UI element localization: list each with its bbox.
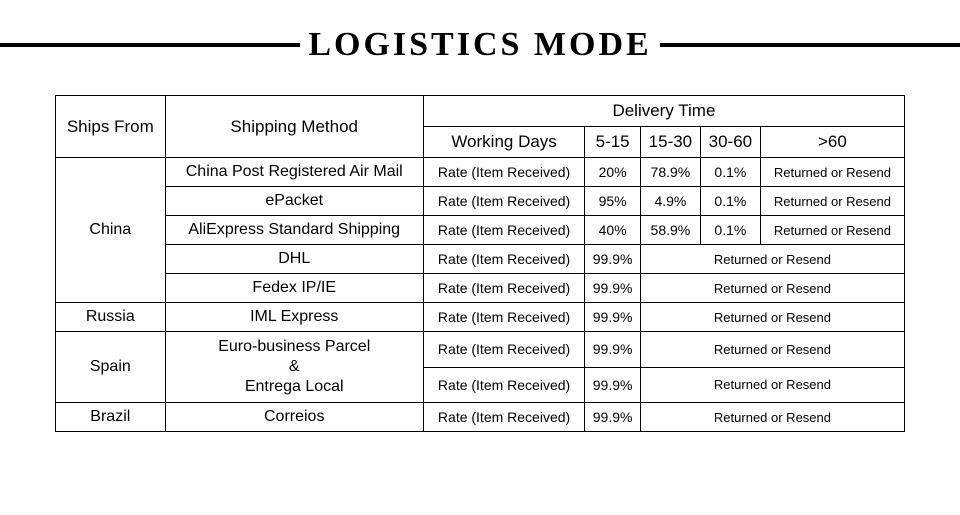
- returned-label: Returned or Resend: [760, 187, 904, 216]
- logistics-table-container: Ships From Shipping Method Delivery Time…: [0, 95, 960, 432]
- origin-russia: Russia: [56, 303, 166, 332]
- header-delivery-time: Delivery Time: [423, 96, 904, 127]
- method-dhl: DHL: [165, 245, 423, 274]
- rate-value: 0.1%: [700, 187, 760, 216]
- header-range-over-60: >60: [760, 127, 904, 158]
- rate-value: 99.9%: [585, 367, 641, 403]
- header-range-15-30: 15-30: [640, 127, 700, 158]
- rate-label: Rate (Item Received): [423, 245, 584, 274]
- table-header-row: Ships From Shipping Method Delivery Time: [56, 96, 905, 127]
- header-ships-from: Ships From: [56, 96, 166, 158]
- rate-value: 99.9%: [585, 332, 641, 368]
- rate-value: 95%: [585, 187, 641, 216]
- rate-label: Rate (Item Received): [423, 274, 584, 303]
- method-epacket: ePacket: [165, 187, 423, 216]
- rate-label: Rate (Item Received): [423, 216, 584, 245]
- table-row: DHL Rate (Item Received) 99.9% Returned …: [56, 245, 905, 274]
- origin-brazil: Brazil: [56, 403, 166, 432]
- rate-value: 20%: [585, 158, 641, 187]
- method-euro-line3: Entrega Local: [245, 378, 344, 395]
- page-title: LOGISTICS MODE: [300, 26, 659, 64]
- rate-label: Rate (Item Received): [423, 158, 584, 187]
- table-row: ePacket Rate (Item Received) 95% 4.9% 0.…: [56, 187, 905, 216]
- method-fedex: Fedex IP/IE: [165, 274, 423, 303]
- header-working-days: Working Days: [423, 127, 584, 158]
- rate-label: Rate (Item Received): [423, 332, 584, 368]
- rate-label: Rate (Item Received): [423, 367, 584, 403]
- origin-china: China: [56, 158, 166, 303]
- returned-label: Returned or Resend: [640, 403, 904, 432]
- returned-label: Returned or Resend: [760, 158, 904, 187]
- title-rule-left: [0, 43, 300, 47]
- method-correios: Correios: [165, 403, 423, 432]
- title-banner: LOGISTICS MODE: [0, 15, 960, 75]
- table-row: AliExpress Standard Shipping Rate (Item …: [56, 216, 905, 245]
- rate-value: 99.9%: [585, 403, 641, 432]
- table-row: Brazil Correios Rate (Item Received) 99.…: [56, 403, 905, 432]
- method-euro-line2: &: [289, 358, 300, 375]
- rate-label: Rate (Item Received): [423, 303, 584, 332]
- method-euro-line1: Euro-business Parcel: [218, 338, 370, 355]
- header-shipping-method: Shipping Method: [165, 96, 423, 158]
- header-range-5-15: 5-15: [585, 127, 641, 158]
- rate-value: 0.1%: [700, 158, 760, 187]
- title-rule-right: [660, 43, 960, 47]
- rate-value: 0.1%: [700, 216, 760, 245]
- table-row: Russia IML Express Rate (Item Received) …: [56, 303, 905, 332]
- method-aliexpress: AliExpress Standard Shipping: [165, 216, 423, 245]
- origin-spain: Spain: [56, 332, 166, 403]
- rate-value: 99.9%: [585, 303, 641, 332]
- returned-label: Returned or Resend: [640, 367, 904, 403]
- table-row: China China Post Registered Air Mail Rat…: [56, 158, 905, 187]
- method-iml: IML Express: [165, 303, 423, 332]
- rate-value: 99.9%: [585, 245, 641, 274]
- returned-label: Returned or Resend: [640, 303, 904, 332]
- rate-value: 40%: [585, 216, 641, 245]
- table-row: Spain Euro-business Parcel & Entrega Loc…: [56, 332, 905, 368]
- rate-value: 99.9%: [585, 274, 641, 303]
- method-euro: Euro-business Parcel & Entrega Local: [165, 332, 423, 403]
- rate-label: Rate (Item Received): [423, 403, 584, 432]
- returned-label: Returned or Resend: [640, 332, 904, 368]
- table-row: Fedex IP/IE Rate (Item Received) 99.9% R…: [56, 274, 905, 303]
- method-cpram: China Post Registered Air Mail: [165, 158, 423, 187]
- header-range-30-60: 30-60: [700, 127, 760, 158]
- returned-label: Returned or Resend: [640, 274, 904, 303]
- rate-label: Rate (Item Received): [423, 187, 584, 216]
- returned-label: Returned or Resend: [640, 245, 904, 274]
- logistics-table: Ships From Shipping Method Delivery Time…: [55, 95, 905, 432]
- returned-label: Returned or Resend: [760, 216, 904, 245]
- rate-value: 4.9%: [640, 187, 700, 216]
- rate-value: 58.9%: [640, 216, 700, 245]
- rate-value: 78.9%: [640, 158, 700, 187]
